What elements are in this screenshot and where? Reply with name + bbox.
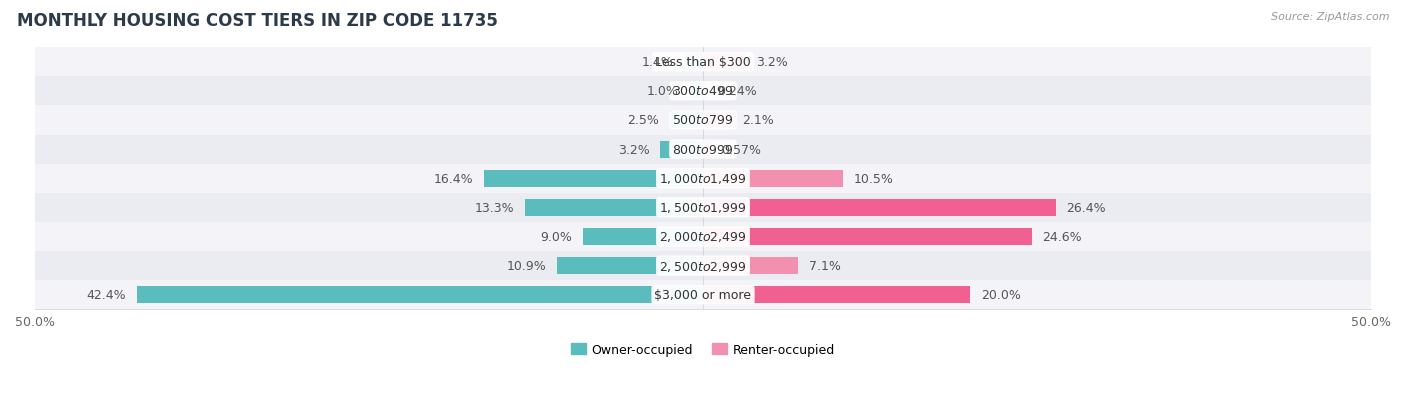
Bar (703, 199, 1056, 216)
Bar (703, 228, 1032, 245)
Text: 0.24%: 0.24% (717, 85, 756, 98)
Text: Source: ZipAtlas.com: Source: ZipAtlas.com (1271, 12, 1389, 22)
FancyBboxPatch shape (35, 252, 1371, 280)
Text: 3.2%: 3.2% (756, 56, 789, 69)
Text: 7.1%: 7.1% (808, 259, 841, 273)
Text: MONTHLY HOUSING COST TIERS IN ZIP CODE 11735: MONTHLY HOUSING COST TIERS IN ZIP CODE 1… (17, 12, 498, 30)
Text: 26.4%: 26.4% (1066, 202, 1107, 214)
Bar (484, 170, 703, 187)
FancyBboxPatch shape (35, 106, 1371, 135)
Text: $3,000 or more: $3,000 or more (655, 289, 751, 301)
Text: 13.3%: 13.3% (475, 202, 515, 214)
Text: 42.4%: 42.4% (86, 289, 127, 301)
Text: $300 to $499: $300 to $499 (672, 85, 734, 98)
Text: 3.2%: 3.2% (617, 143, 650, 156)
FancyBboxPatch shape (35, 193, 1371, 222)
Bar (703, 112, 731, 129)
Text: 16.4%: 16.4% (433, 172, 474, 185)
Text: 20.0%: 20.0% (981, 289, 1021, 301)
Legend: Owner-occupied, Renter-occupied: Owner-occupied, Renter-occupied (565, 338, 841, 361)
Bar (669, 112, 703, 129)
FancyBboxPatch shape (35, 77, 1371, 106)
Bar (703, 170, 844, 187)
FancyBboxPatch shape (35, 280, 1371, 309)
Bar (703, 83, 706, 100)
Text: 2.5%: 2.5% (627, 114, 659, 127)
Text: 1.4%: 1.4% (643, 56, 673, 69)
FancyBboxPatch shape (35, 222, 1371, 252)
Bar (703, 54, 745, 71)
Bar (689, 83, 703, 100)
FancyBboxPatch shape (35, 48, 1371, 77)
Text: 1.0%: 1.0% (647, 85, 679, 98)
Text: 2.1%: 2.1% (742, 114, 773, 127)
Text: 10.9%: 10.9% (508, 259, 547, 273)
Bar (703, 141, 710, 158)
Text: $800 to $999: $800 to $999 (672, 143, 734, 156)
Text: 0.57%: 0.57% (721, 143, 761, 156)
FancyBboxPatch shape (35, 135, 1371, 164)
FancyBboxPatch shape (35, 164, 1371, 193)
Text: Less than $300: Less than $300 (655, 56, 751, 69)
Text: 9.0%: 9.0% (540, 230, 572, 243)
Bar (685, 54, 703, 71)
Bar (661, 141, 703, 158)
Bar (703, 258, 797, 274)
Bar (526, 199, 703, 216)
Text: 10.5%: 10.5% (853, 172, 894, 185)
Text: $1,500 to $1,999: $1,500 to $1,999 (659, 201, 747, 215)
Text: $2,500 to $2,999: $2,500 to $2,999 (659, 259, 747, 273)
Bar (557, 258, 703, 274)
Text: 24.6%: 24.6% (1042, 230, 1083, 243)
Bar (703, 287, 970, 304)
Text: $1,000 to $1,499: $1,000 to $1,499 (659, 172, 747, 186)
Text: $2,000 to $2,499: $2,000 to $2,499 (659, 230, 747, 244)
Bar (136, 287, 703, 304)
Text: $500 to $799: $500 to $799 (672, 114, 734, 127)
Bar (582, 228, 703, 245)
